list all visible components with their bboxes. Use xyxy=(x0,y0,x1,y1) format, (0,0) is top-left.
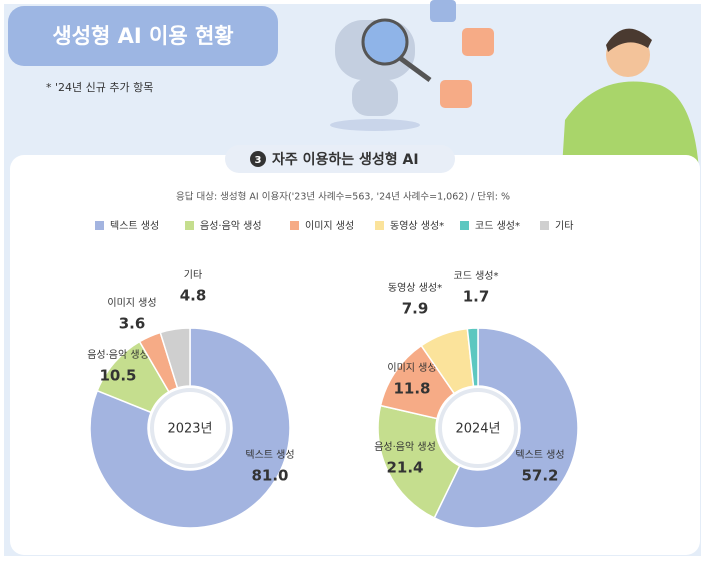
slice-value: 3.6 xyxy=(119,315,146,333)
section-number: 3 xyxy=(255,155,262,166)
robot-illustration xyxy=(330,0,494,131)
legend-label: 텍스트 생성 xyxy=(110,220,159,232)
slice-value: 11.8 xyxy=(393,380,430,398)
slice-category: 코드 생성* xyxy=(454,270,499,282)
subtitle: 응답 대상: 생성형 AI 이용자('23년 사례수=563, '24년 사례수… xyxy=(176,191,510,203)
section-title: 자주 이용하는 생성형 AI xyxy=(272,151,419,168)
section-pill xyxy=(225,145,455,173)
slice-value: 10.5 xyxy=(99,367,136,385)
slice-category: 이미지 생성 xyxy=(387,362,436,374)
donut-hole xyxy=(150,388,230,468)
title-box xyxy=(8,6,278,66)
slice-value: 21.4 xyxy=(386,459,423,477)
note: * '24년 신규 추가 항목 xyxy=(46,81,153,94)
slice-value: 7.9 xyxy=(402,300,429,318)
donut-slice xyxy=(89,327,291,529)
legend-swatch xyxy=(540,221,549,230)
legend-label: 기타 xyxy=(555,220,573,232)
slice-category: 기타 xyxy=(184,269,202,281)
slice-category: 이미지 생성 xyxy=(107,297,156,309)
title: 생성형 AI 이용 현황 xyxy=(52,24,233,48)
legend-label: 이미지 생성 xyxy=(305,220,354,232)
donut-hole xyxy=(438,388,518,468)
legend-swatch xyxy=(95,221,104,230)
legend-swatch xyxy=(185,221,194,230)
legend-swatch xyxy=(375,221,384,230)
donut-slice xyxy=(377,404,461,519)
slice-category: 텍스트 생성 xyxy=(245,449,294,461)
donut-slice xyxy=(159,327,191,389)
legend-swatch xyxy=(460,221,469,230)
charts: 텍스트 생성 81.0 음성·음악 생성 10.5 이미지 생성 3.6 기타 4.8 2023… xyxy=(87,269,579,529)
slice-category: 동영상 생성* xyxy=(388,282,442,294)
slice-category: 텍스트 생성 xyxy=(515,449,564,461)
slice-category: 음성·음악 생성 xyxy=(374,441,436,453)
donut-slice xyxy=(433,327,579,529)
slice-value: 4.8 xyxy=(180,287,207,305)
donut-slice xyxy=(466,327,479,388)
legend: 텍스트 생성 음성·음악 생성 이미지 생성 동영상 생성* 코드 생성* 기타 xyxy=(95,220,573,232)
center-label: 2024년 xyxy=(455,422,500,437)
legend-label: 음성·음악 생성 xyxy=(200,220,262,232)
legend-swatch xyxy=(290,221,299,230)
slice-value: 57.2 xyxy=(521,467,558,485)
legend-label: 코드 생성* xyxy=(475,220,520,232)
slice-category: 음성·음악 생성 xyxy=(87,349,149,361)
section-number-badge xyxy=(250,151,266,167)
legend-label: 동영상 생성* xyxy=(390,220,444,232)
center-label: 2023년 xyxy=(167,422,212,437)
slice-value: 1.7 xyxy=(463,288,490,306)
slice-value: 81.0 xyxy=(251,467,288,485)
